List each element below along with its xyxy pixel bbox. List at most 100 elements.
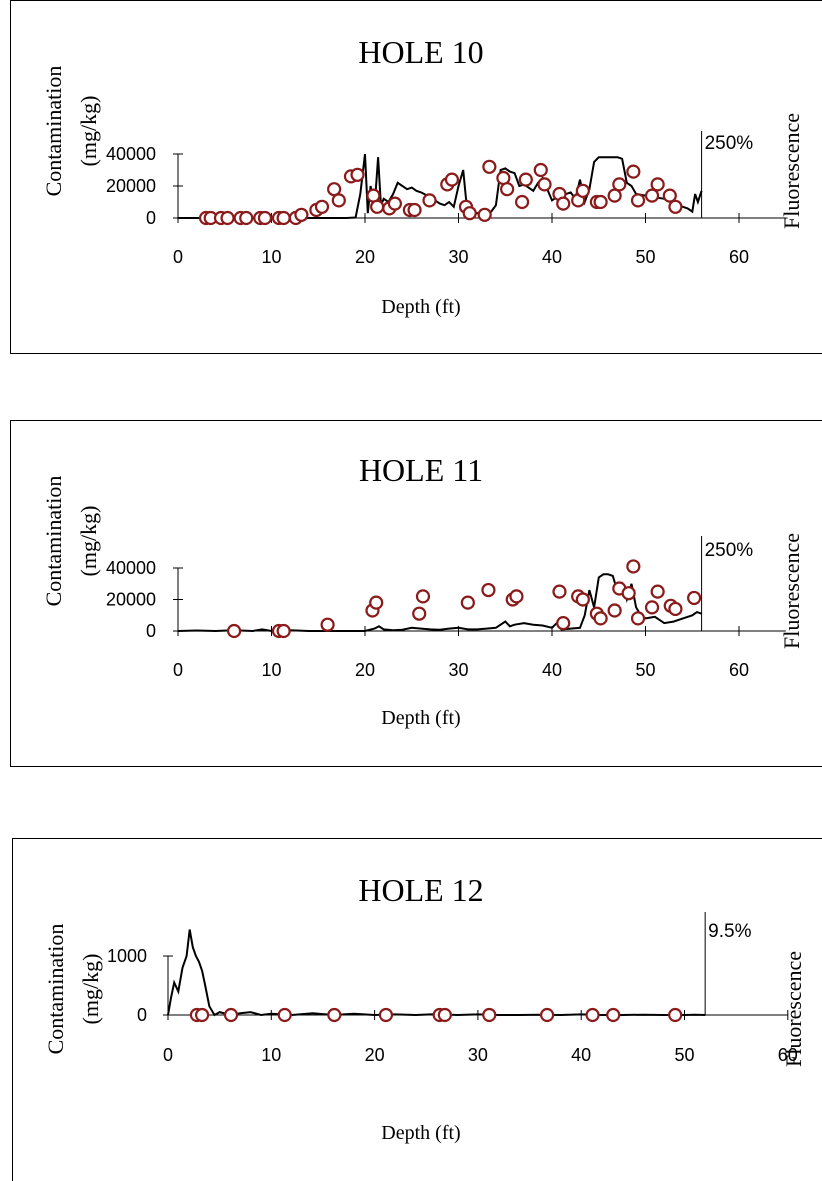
x-axis-label: Depth (ft) [381, 707, 460, 729]
x-axis-label: Depth (ft) [381, 296, 460, 318]
sample-point [277, 1007, 292, 1023]
chart-hole-12: HOLE 12 Contamination (mg/kg) Fluorescence 0… [43, 872, 806, 1144]
x-tick-label: 50 [674, 1045, 694, 1065]
x-tick-label: 0 [173, 660, 183, 680]
sample-point [378, 1007, 394, 1023]
sample-point [481, 582, 496, 598]
chart-hole-11: HOLE 11 Contamination (mg/kg) Fluorescence 0… [41, 452, 804, 729]
sample-point [370, 199, 385, 214]
sample-point [644, 600, 660, 615]
y2-axis-label: Fluorescence [779, 533, 804, 649]
chart-hole-10: HOLE 10 Contamination (mg/kg) Fluorescence 0… [41, 34, 804, 318]
x-tick-label: 30 [468, 1045, 488, 1065]
fluorescence-trace [167, 929, 706, 1017]
y-tick-label: 1000 [107, 946, 147, 966]
y-axis-unit-label: (mg/kg) [76, 96, 101, 167]
sample-point [477, 207, 492, 222]
sample-point [593, 194, 608, 210]
y-tick-label: 40000 [106, 144, 156, 164]
fluorescence-max-label: 250% [705, 540, 754, 561]
sample-point [626, 164, 641, 179]
chart-panel-hole-11: HOLE 11 Contamination (mg/kg) Fluorescence 0… [10, 420, 822, 767]
sample-point [223, 1007, 239, 1023]
sample-point [630, 193, 646, 208]
fluorescence-max-label: 250% [705, 133, 754, 154]
y2-axis-label: Fluorescence [781, 951, 806, 1067]
x-tick-label: 50 [635, 247, 655, 267]
sample-point [650, 177, 665, 192]
x-tick-label: 20 [355, 660, 375, 680]
sample-point [350, 167, 365, 182]
chart-title: HOLE 11 [359, 452, 483, 488]
y2-axis-label: Fluorescence [779, 113, 804, 229]
sample-point [194, 1007, 210, 1023]
sample-point [552, 584, 567, 599]
sample-point [422, 193, 437, 208]
x-tick-label: 0 [163, 1045, 173, 1065]
sample-point [239, 210, 254, 226]
y-axis-unit-label: (mg/kg) [78, 954, 103, 1025]
sample-point [314, 199, 330, 214]
y-tick-label: 0 [146, 208, 156, 228]
fluorescence-max-label: 9.5% [708, 921, 751, 942]
sample-point [626, 559, 641, 574]
sample-point [518, 172, 533, 187]
chart-title: HOLE 10 [358, 34, 483, 70]
x-tick-label: 30 [448, 660, 468, 680]
sample-point [668, 199, 683, 214]
chart-panel-hole-12: HOLE 12 Contamination (mg/kg) Fluorescence 0… [12, 838, 822, 1181]
sample-point [369, 595, 384, 610]
sample-point [227, 623, 242, 639]
sample-point [257, 210, 273, 226]
y-axis-unit-label: (mg/kg) [76, 506, 101, 577]
y-tick-label: 0 [146, 621, 156, 641]
x-tick-label: 10 [261, 1045, 281, 1065]
y-tick-label: 0 [137, 1005, 147, 1025]
x-tick-label: 50 [635, 660, 655, 680]
sample-point [687, 590, 702, 606]
sample-point [482, 1007, 497, 1023]
y-tick-label: 20000 [106, 590, 156, 610]
sample-point [320, 617, 335, 632]
sample-point [556, 616, 571, 631]
x-tick-label: 40 [542, 247, 562, 267]
sample-point [412, 606, 427, 621]
x-tick-label: 60 [729, 247, 749, 267]
sample-point [387, 196, 403, 211]
sample-point [331, 193, 346, 208]
sample-point [606, 1007, 621, 1023]
y-axis-label: Contamination [41, 476, 66, 607]
x-tick-label: 40 [571, 1045, 591, 1065]
x-tick-label: 10 [261, 247, 281, 267]
y-tick-label: 40000 [106, 558, 156, 578]
sample-point [575, 592, 590, 607]
sample-point [668, 601, 683, 617]
sample-point [514, 194, 530, 210]
x-tick-label: 30 [448, 247, 468, 267]
sample-point [650, 584, 665, 599]
x-tick-label: 40 [542, 660, 562, 680]
y-axis-label: Contamination [43, 924, 68, 1055]
sample-point [460, 595, 475, 610]
sample-point [644, 188, 660, 203]
sample-point [585, 1007, 600, 1023]
sample-point [276, 623, 291, 639]
sample-point [621, 586, 636, 601]
sample-point [607, 603, 622, 618]
sample-point [294, 207, 309, 222]
sample-point [437, 1007, 452, 1023]
sample-point [482, 159, 497, 174]
sample-point [220, 210, 235, 226]
y-tick-label: 20000 [106, 176, 156, 196]
sample-point [537, 177, 552, 192]
sample-point [662, 188, 677, 203]
sample-point [668, 1007, 683, 1023]
sample-point [556, 196, 571, 211]
sample-point [593, 611, 608, 626]
x-tick-label: 10 [261, 660, 281, 680]
sample-point [540, 1007, 555, 1023]
x-tick-label: 60 [778, 1045, 798, 1065]
chart-panel-hole-10: HOLE 10 Contamination (mg/kg) Fluorescence 0… [10, 0, 822, 354]
sample-point [407, 202, 422, 218]
chart-title: HOLE 12 [358, 872, 483, 908]
